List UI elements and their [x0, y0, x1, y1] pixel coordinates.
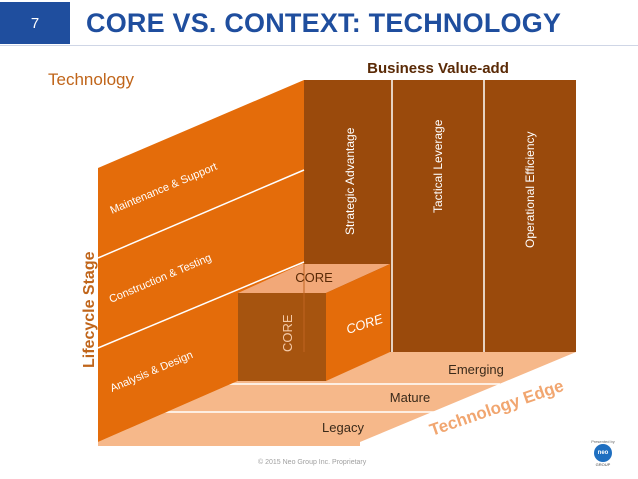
floor-plane [98, 352, 576, 442]
logo-text: neo [597, 450, 609, 456]
value-column-operational: Operational Efficiency [523, 131, 537, 248]
neo-group-logo: Presented by neo GROUP [588, 439, 618, 471]
floor-edge-strip [98, 442, 360, 446]
core-box-side [326, 264, 390, 381]
tech-edge-mature: Mature [390, 390, 430, 405]
value-column-tactical: Tactical Leverage [431, 119, 445, 213]
left-wall-divider-1 [97, 169, 305, 259]
logo-mark-icon: neo [594, 444, 612, 462]
slide-title: CORE VS. CONTEXT: TECHNOLOGY [86, 8, 562, 38]
slide-number: 7 [0, 2, 70, 44]
logo-subtext: GROUP [595, 462, 611, 467]
subtitle: Technology [48, 70, 135, 89]
core-box-top [238, 264, 390, 293]
core-label-left: CORE [280, 314, 295, 352]
copyright-footer: © 2015 Neo Group Inc. Proprietary [258, 459, 367, 466]
left-axis-label: Lifecycle Stage [81, 251, 98, 368]
left-wall-divider-2 [97, 261, 305, 349]
logo-tagline: Presented by [591, 439, 615, 444]
title-divider [0, 45, 638, 46]
core-label-top: CORE [295, 270, 333, 285]
value-column-strategic: Strategic Advantage [343, 127, 357, 235]
top-label: Business Value-add [367, 60, 509, 77]
tech-edge-emerging: Emerging [448, 362, 504, 377]
tech-edge-legacy: Legacy [322, 420, 364, 435]
core-box-front [238, 293, 326, 381]
